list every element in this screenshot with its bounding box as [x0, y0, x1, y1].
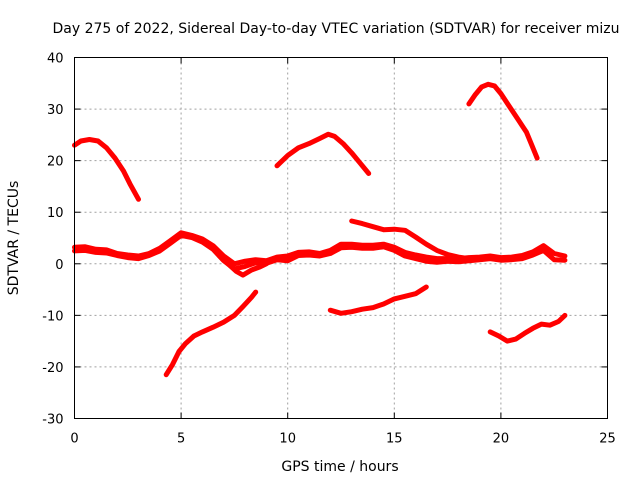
- chart-title: Day 275 of 2022, Sidereal Day-to-day VTE…: [53, 21, 620, 37]
- y-tick-labels: -30 -20 -10 0 10 20 30 40: [42, 52, 63, 428]
- series-line-arc3: [466, 81, 540, 161]
- series-line-arc1: [72, 137, 141, 202]
- series-line-arc2: [274, 131, 372, 176]
- y-tick-label: -10: [42, 309, 63, 324]
- x-axis-label: GPS time / hours: [281, 459, 398, 475]
- y-tick-label: -20: [42, 361, 63, 376]
- x-tick-label: 5: [177, 432, 185, 447]
- y-tick-label: 0: [55, 258, 63, 273]
- series-line-arc10: [217, 253, 269, 278]
- axis-ticks: [74, 57, 608, 419]
- y-tick-label: -30: [42, 413, 63, 428]
- y-tick-label: 20: [47, 155, 64, 170]
- x-tick-label: 25: [599, 432, 616, 447]
- x-tick-label: 20: [493, 432, 510, 447]
- series-group: [72, 81, 568, 378]
- grid: [74, 57, 608, 419]
- series-line-arc8: [72, 232, 568, 272]
- series-line-arc6: [487, 312, 568, 344]
- series-line-arc9: [349, 218, 483, 262]
- x-tick-label: 0: [70, 432, 78, 447]
- x-tick-label: 15: [386, 432, 403, 447]
- plot-frame: [74, 57, 608, 419]
- y-tick-label: 10: [47, 206, 64, 221]
- series-line-arc4: [163, 289, 259, 378]
- x-tick-label: 10: [279, 432, 296, 447]
- x-tick-labels: 0 5 10 15 20 25: [70, 432, 615, 447]
- y-axis-label: SDTVAR / TECUs: [6, 181, 22, 296]
- y-tick-label: 30: [47, 103, 64, 118]
- series-line-arc5: [327, 284, 429, 316]
- y-tick-label: 40: [47, 52, 64, 67]
